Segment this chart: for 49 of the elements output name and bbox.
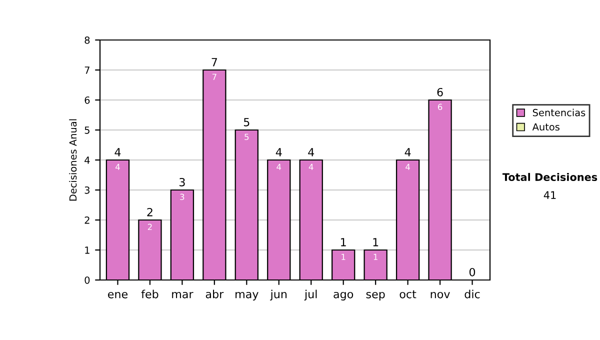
x-tick-label: abr	[206, 290, 224, 298]
x-tick-label: mar	[172, 292, 194, 298]
x-tick-label: feb	[141, 290, 158, 298]
data-label: 1	[342, 254, 346, 260]
total-label: 0	[469, 268, 476, 276]
total-label: 4	[114, 148, 121, 156]
x-tick-label: nov	[430, 292, 450, 298]
total-label: 2	[147, 208, 152, 216]
x-tick-label: jun	[270, 290, 287, 300]
y-tick-label: 0	[84, 276, 90, 284]
x-tick-label: dic	[464, 290, 480, 298]
data-label: 2	[148, 224, 152, 230]
y-tick-label: 7	[84, 66, 90, 74]
y-tick-label: 3	[84, 186, 90, 194]
data-label: 1	[374, 254, 378, 260]
total-label: 1	[373, 238, 378, 246]
y-tick-label: 1	[85, 246, 90, 254]
data-label: 5	[244, 134, 249, 140]
data-label: 4	[115, 164, 120, 170]
data-label: 4	[308, 164, 314, 170]
y-tick-label: 5	[84, 126, 90, 134]
y-tick-label: 8	[84, 36, 90, 44]
x-tick-label: jul	[304, 290, 317, 300]
total-label: 5	[244, 118, 250, 126]
data-label: 4	[406, 164, 410, 170]
x-tick-label: ene	[108, 292, 128, 298]
total-label: 1	[341, 238, 346, 246]
x-tick-label: ago	[334, 292, 354, 300]
total-label: 4	[404, 148, 411, 156]
total-label: 7	[212, 58, 218, 66]
total-label: 4	[308, 148, 314, 156]
legend-label: Autos	[532, 123, 560, 131]
total-label: 3	[180, 178, 185, 186]
data-label: 6	[438, 104, 442, 110]
x-tick-label: may	[236, 292, 258, 300]
data-label: 4	[276, 164, 282, 170]
legend-label: Sentencias	[532, 108, 586, 116]
text: Total Decisiones	[502, 172, 598, 182]
total-label: 4	[276, 148, 282, 156]
y-tick-label: 6	[84, 96, 90, 104]
y-axis-title: Decisiones Anual	[69, 119, 77, 201]
y-tick-label: 2	[84, 216, 90, 224]
x-tick-label: sep	[366, 292, 385, 300]
data-label: 7	[212, 74, 216, 80]
x-tick-label: oct	[400, 290, 416, 298]
y-tick-label: 4	[84, 156, 90, 164]
text: 41	[544, 191, 556, 199]
total-label: 6	[437, 88, 443, 96]
data-label: 3	[180, 194, 184, 200]
